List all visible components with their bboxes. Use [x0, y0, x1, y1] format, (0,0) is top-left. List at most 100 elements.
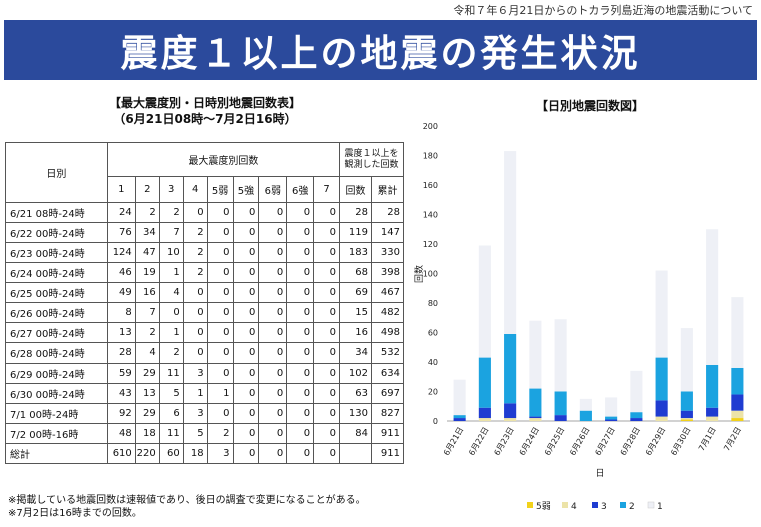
bar-segment-2 — [731, 367, 744, 395]
bar-segment-2 — [453, 415, 466, 419]
count-cell: 0 — [206, 262, 234, 284]
count-cell: 0 — [313, 362, 341, 384]
legend-swatch — [527, 502, 533, 508]
chart-title: 【日別地震回数図】 — [535, 99, 644, 113]
count-cell: 5 — [158, 382, 184, 404]
legend-swatch — [620, 502, 626, 508]
x-tick-label: 6月27日 — [593, 426, 616, 458]
y-axis-label: 回数 — [413, 265, 425, 283]
count-cell: 0 — [206, 282, 234, 304]
count-cell: 0 — [232, 402, 260, 424]
bar-segment-2 — [706, 364, 719, 408]
row-date: 6/26 00時-24時 — [5, 302, 108, 324]
col-header-count: 回数 — [339, 176, 372, 203]
count-cell: 0 — [158, 302, 184, 324]
count-cell: 0 — [206, 201, 234, 224]
bar-segment-1 — [706, 229, 719, 365]
x-tick-label: 6月26日 — [568, 426, 591, 458]
count-cell: 47 — [134, 242, 160, 264]
cumulative-cell: 532 — [370, 342, 405, 364]
bar-segment-1 — [554, 319, 567, 392]
bar-segment-3 — [605, 419, 618, 421]
legend-item: 3 — [592, 502, 607, 512]
count-cell: 124 — [106, 242, 136, 264]
count-cell: 43 — [106, 382, 136, 404]
title-band: 震度１以上の地震の発生状況 — [4, 20, 757, 80]
day-total-cell — [339, 442, 372, 465]
row-date: 6/28 00時-24時 — [5, 342, 108, 364]
table-row: 6/23 00時-24時 124 47 10 2 0 0 0 0 0 183 330 — [5, 242, 405, 264]
count-cell: 1 — [158, 322, 184, 344]
footnote-1: ※掲載している地震回数は速報値であり、後日の調査で変更になることがある。 — [8, 495, 366, 506]
count-cell: 0 — [182, 282, 208, 304]
bar-segment-2 — [579, 410, 592, 421]
count-cell: 2 — [182, 262, 208, 284]
bar-segment-1 — [504, 151, 517, 334]
bar-segment-1 — [529, 320, 542, 389]
table-row: 6/30 00時-24時 43 13 5 1 1 0 0 0 0 63 697 — [5, 382, 405, 404]
page-title: 震度１以上の地震の発生状況 — [120, 32, 641, 75]
bar-segment-1 — [731, 297, 744, 368]
y-tick-label: 80 — [428, 299, 438, 308]
table-row: 6/29 00時-24時 59 29 11 3 0 0 0 0 0 102 634 — [5, 362, 405, 384]
day-total-cell: 16 — [339, 322, 372, 344]
y-tick-label: 200 — [423, 122, 438, 131]
intensity-header: 2 — [134, 176, 160, 203]
table-row: 6/27 00時-24時 13 2 1 0 0 0 0 0 0 16 498 — [5, 322, 405, 344]
count-cell: 0 — [258, 442, 288, 465]
cumulative-cell: 911 — [370, 442, 405, 465]
day-total-cell: 34 — [339, 342, 372, 364]
count-cell: 0 — [232, 442, 260, 465]
bar-segment-3 — [630, 418, 643, 421]
intensity-header: 3 — [158, 176, 184, 203]
cumulative-cell: 330 — [370, 242, 405, 264]
count-cell: 0 — [232, 282, 260, 304]
count-cell: 0 — [286, 282, 315, 304]
table-row: 7/1 00時-24時 92 29 6 3 0 0 0 0 0 130 827 — [5, 402, 405, 424]
cumulative-cell: 28 — [370, 201, 405, 224]
count-cell: 2 — [158, 342, 184, 364]
col-header-date: 日別 — [5, 142, 108, 203]
y-tick-label: 100 — [423, 270, 438, 279]
count-cell: 10 — [158, 242, 184, 264]
count-cell: 0 — [286, 442, 315, 465]
count-cell: 6 — [158, 402, 184, 424]
count-cell: 0 — [286, 342, 315, 364]
count-cell: 48 — [106, 422, 136, 444]
count-cell: 0 — [286, 322, 315, 344]
table-title: 【最大震度別・日時別地震回数表】 （6月21日08時～7月2日16時） — [0, 95, 410, 127]
cumulative-cell: 634 — [370, 362, 405, 384]
count-cell: 0 — [232, 422, 260, 444]
day-total-cell: 63 — [339, 382, 372, 404]
count-cell: 0 — [313, 402, 341, 424]
total-label: 総計 — [5, 442, 108, 465]
table-title-line2: （6月21日08時～7月2日16時） — [113, 112, 297, 126]
count-cell: 0 — [286, 362, 315, 384]
count-cell: 0 — [206, 302, 234, 324]
row-date: 6/21 08時-24時 — [5, 201, 108, 224]
day-total-cell: 69 — [339, 282, 372, 304]
count-cell: 0 — [313, 422, 341, 444]
count-cell: 3 — [206, 442, 234, 465]
count-cell: 4 — [134, 342, 160, 364]
x-tick-label: 6月29日 — [644, 426, 667, 458]
count-cell: 76 — [106, 222, 136, 244]
day-total-cell: 68 — [339, 262, 372, 284]
row-date: 6/27 00時-24時 — [5, 322, 108, 344]
bar-segment-4 — [655, 416, 668, 421]
count-cell: 13 — [106, 322, 136, 344]
col-header-observed-count: 震度１以上を観測した回数 — [339, 142, 404, 177]
legend-label: 2 — [629, 502, 635, 512]
count-cell: 0 — [313, 262, 341, 284]
count-cell: 2 — [134, 201, 160, 224]
x-tick-label: 6月30日 — [669, 426, 692, 458]
count-cell: 0 — [232, 382, 260, 404]
count-cell: 0 — [206, 242, 234, 264]
y-tick-label: 20 — [428, 388, 438, 397]
count-cell: 0 — [232, 302, 260, 324]
count-cell: 0 — [206, 322, 234, 344]
count-cell: 11 — [158, 422, 184, 444]
count-cell: 18 — [182, 442, 208, 465]
count-cell: 1 — [206, 382, 234, 404]
bar-segment-2 — [504, 333, 517, 404]
